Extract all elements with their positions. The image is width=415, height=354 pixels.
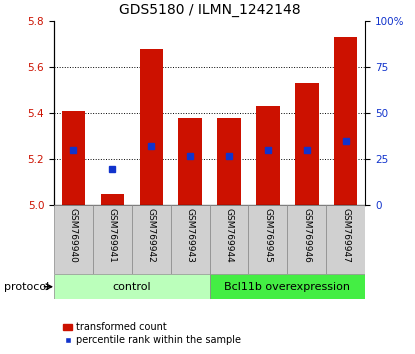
Text: control: control [112, 282, 151, 292]
Text: Bcl11b overexpression: Bcl11b overexpression [225, 282, 350, 292]
Title: GDS5180 / ILMN_1242148: GDS5180 / ILMN_1242148 [119, 4, 300, 17]
FancyBboxPatch shape [54, 205, 93, 274]
FancyBboxPatch shape [93, 205, 132, 274]
FancyBboxPatch shape [326, 205, 365, 274]
FancyBboxPatch shape [171, 205, 210, 274]
Text: GSM769945: GSM769945 [264, 208, 272, 263]
FancyBboxPatch shape [249, 205, 287, 274]
Text: GSM769943: GSM769943 [186, 208, 195, 263]
Bar [139, 49, 163, 205]
Text: GSM769942: GSM769942 [147, 208, 156, 263]
FancyBboxPatch shape [132, 205, 171, 274]
FancyBboxPatch shape [210, 205, 249, 274]
Text: GSM769940: GSM769940 [69, 208, 78, 263]
FancyBboxPatch shape [54, 274, 210, 299]
Bar [62, 111, 85, 205]
Text: GSM769941: GSM769941 [108, 208, 117, 263]
Text: GSM769947: GSM769947 [341, 208, 350, 263]
Bar [178, 118, 202, 205]
Text: GSM769946: GSM769946 [303, 208, 311, 263]
FancyBboxPatch shape [210, 274, 365, 299]
Bar [295, 83, 319, 205]
FancyBboxPatch shape [287, 205, 326, 274]
Legend: transformed count, percentile rank within the sample: transformed count, percentile rank withi… [59, 319, 245, 349]
Bar [256, 106, 280, 205]
Text: GSM769944: GSM769944 [225, 208, 234, 263]
Bar [217, 118, 241, 205]
Bar [101, 194, 124, 205]
Text: protocol: protocol [4, 282, 49, 292]
Bar [334, 37, 357, 205]
